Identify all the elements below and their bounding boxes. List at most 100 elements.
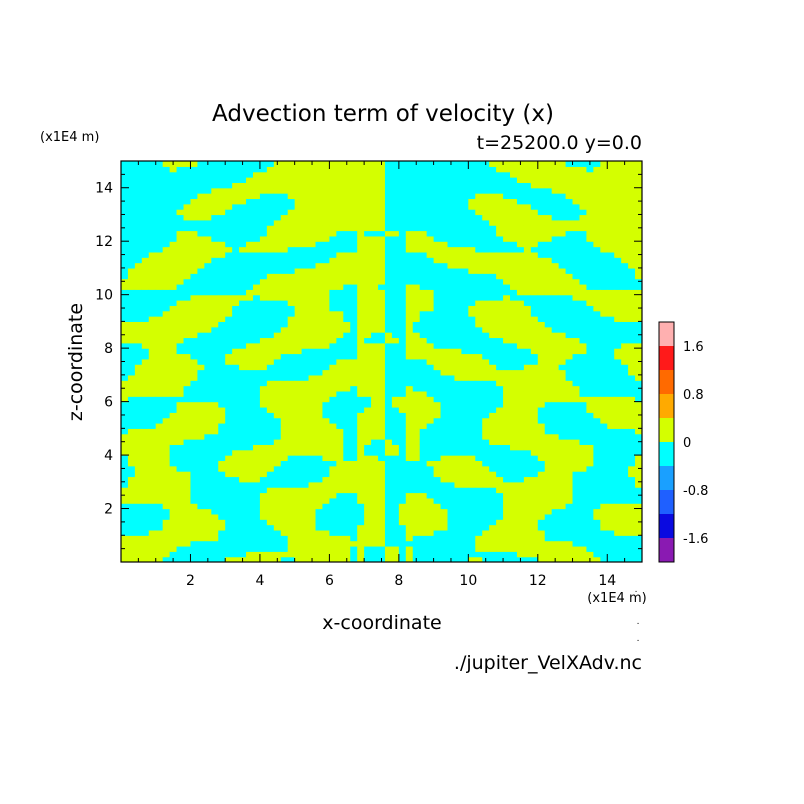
field-cell: [391, 182, 400, 189]
field-cell: [322, 251, 330, 258]
field-cell: [579, 390, 588, 397]
field-cell: [510, 406, 518, 413]
field-cell: [280, 193, 289, 200]
field-cell: [565, 251, 574, 258]
field-cell: [232, 465, 240, 472]
field-cell: [259, 214, 268, 221]
field-cell: [364, 364, 372, 371]
field-cell: [510, 439, 518, 445]
field-cell: [433, 193, 442, 200]
field-cell: [141, 203, 150, 210]
field-cell: [516, 305, 525, 312]
field-cell: [225, 369, 233, 376]
field-cell: [252, 193, 261, 200]
field-cell: [461, 267, 469, 274]
field-cell: [440, 198, 449, 205]
field-cell: [489, 455, 497, 462]
field-cell: [371, 225, 379, 232]
field-cell: [426, 321, 435, 328]
field-cell: [225, 374, 233, 381]
field-cell: [322, 353, 330, 360]
field-cell: [530, 374, 539, 381]
field-cell: [246, 412, 254, 419]
field-cell: [516, 476, 525, 483]
field-cell: [246, 273, 254, 280]
field-cell: [190, 417, 199, 424]
field-cell: [329, 428, 337, 435]
field-cell: [523, 529, 532, 536]
field-cell: [169, 214, 178, 221]
field-cell: [364, 161, 372, 167]
field-cell: [371, 508, 379, 515]
field-cell: [398, 449, 407, 456]
field-cell: [197, 177, 205, 183]
field-cell: [350, 497, 358, 504]
field-cell: [197, 225, 205, 232]
field-cell: [364, 219, 372, 226]
field-cell: [384, 161, 393, 167]
field-cell: [169, 380, 178, 387]
field-cell: [468, 556, 476, 562]
field-cell: [412, 428, 421, 435]
field-cell: [523, 471, 532, 478]
field-cell: [218, 187, 226, 194]
field-cell: [127, 294, 136, 301]
field-cell: [211, 342, 219, 349]
field-cell: [447, 257, 456, 264]
field-cell: [537, 390, 546, 397]
field-cell: [336, 209, 344, 216]
field-cell: [551, 497, 560, 504]
field-cell: [197, 422, 205, 429]
field-cell: [134, 471, 143, 478]
field-cell: [510, 294, 518, 301]
field-cell: [405, 519, 414, 526]
field-cell: [503, 417, 511, 424]
field-cell: [232, 545, 240, 552]
field-cell: [503, 481, 511, 488]
field-cell: [551, 460, 560, 467]
field-cell: [336, 251, 344, 258]
field-cell: [190, 177, 199, 183]
field-cell: [134, 433, 143, 440]
field-cell: [127, 535, 136, 542]
field-cell: [176, 166, 185, 173]
field-cell: [426, 465, 435, 472]
field-cell: [141, 235, 150, 242]
field-cell: [461, 422, 469, 429]
field-cell: [482, 369, 490, 376]
field-cell: [537, 225, 546, 232]
field-cell: [565, 460, 574, 467]
field-cell: [489, 449, 497, 456]
field-cell: [523, 385, 532, 392]
field-cell: [364, 380, 372, 387]
field-cell: [475, 198, 483, 205]
field-cell: [558, 417, 567, 424]
field-cell: [516, 380, 525, 387]
field-cell: [412, 529, 421, 536]
field-cell: [551, 374, 560, 381]
field-cell: [141, 508, 150, 515]
field-cell: [433, 187, 442, 194]
field-cell: [357, 487, 365, 494]
field-cell: [461, 171, 469, 178]
field-cell: [148, 460, 157, 467]
field-cell: [447, 251, 456, 258]
field-cell: [308, 267, 317, 274]
field-cell: [197, 193, 205, 200]
field-cell: [384, 545, 393, 552]
field-cell: [530, 171, 539, 178]
field-cell: [433, 364, 442, 371]
field-cell: [482, 492, 490, 499]
field-cell: [294, 246, 303, 253]
field-cell: [558, 198, 567, 205]
field-cell: [537, 177, 546, 183]
field-cell: [350, 503, 358, 510]
field-cell: [252, 471, 261, 478]
field-cell: [447, 513, 456, 520]
field-cell: [419, 257, 428, 264]
field-cell: [308, 182, 317, 189]
field-cell: [503, 300, 511, 306]
field-cell: [183, 193, 192, 200]
field-cell: [482, 267, 490, 274]
field-cell: [252, 246, 261, 253]
